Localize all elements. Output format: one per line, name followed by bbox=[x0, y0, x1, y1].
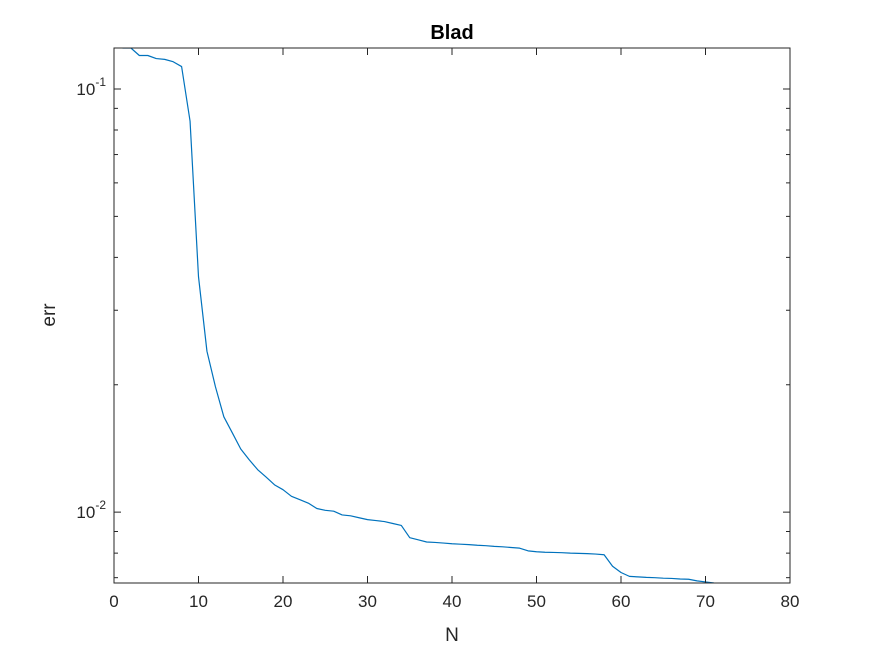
x-tick-label: 70 bbox=[696, 592, 715, 611]
x-tick-label: 50 bbox=[527, 592, 546, 611]
x-tick-label: 0 bbox=[109, 592, 118, 611]
chart-title: Blad bbox=[430, 22, 473, 44]
x-axis-label: N bbox=[445, 625, 459, 646]
y-tick-label-base: 10 bbox=[76, 503, 95, 522]
plot-area bbox=[114, 48, 790, 583]
axes-box bbox=[113, 47, 791, 584]
y-axis-ticks: 10-210-1 bbox=[76, 75, 790, 579]
x-tick-label: 80 bbox=[781, 592, 800, 611]
x-axis-ticks: 0 10 20 30 40 50 60 70 80 bbox=[109, 48, 799, 611]
y-tick-label: 10-2 bbox=[76, 498, 106, 522]
plot-content bbox=[122, 48, 715, 583]
y-axis-label: err bbox=[39, 303, 60, 327]
x-tick-label: 10 bbox=[189, 592, 208, 611]
y-tick-label-exponent: -1 bbox=[95, 75, 106, 89]
x-tick-label: 30 bbox=[358, 592, 377, 611]
x-tick-label: 60 bbox=[612, 592, 631, 611]
y-tick-label-base: 10 bbox=[76, 80, 95, 99]
x-tick-label: 40 bbox=[443, 592, 462, 611]
y-tick-label-exponent: -2 bbox=[95, 498, 106, 512]
y-tick-label: 10-1 bbox=[76, 75, 106, 99]
series-line bbox=[122, 48, 715, 583]
x-tick-label: 20 bbox=[274, 592, 293, 611]
